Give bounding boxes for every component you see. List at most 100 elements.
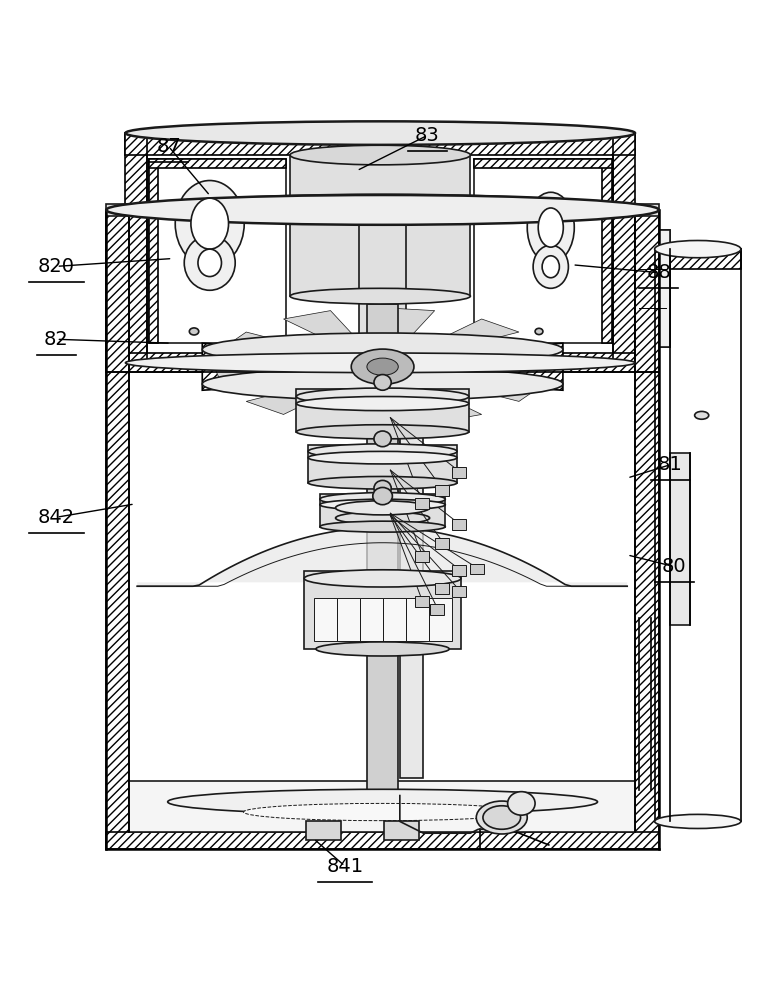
Text: 81: 81 bbox=[658, 455, 683, 474]
Bar bbox=[320, 494, 445, 527]
Bar bbox=[435, 538, 449, 549]
Bar bbox=[602, 159, 612, 343]
Ellipse shape bbox=[476, 801, 527, 834]
Bar bbox=[655, 249, 741, 269]
Ellipse shape bbox=[244, 803, 521, 821]
Bar bbox=[367, 304, 398, 790]
Ellipse shape bbox=[533, 245, 568, 288]
Bar bbox=[435, 485, 449, 496]
Bar bbox=[430, 604, 444, 615]
Ellipse shape bbox=[202, 333, 563, 366]
Ellipse shape bbox=[296, 425, 469, 439]
Ellipse shape bbox=[372, 487, 392, 505]
Bar bbox=[429, 598, 452, 641]
Bar bbox=[106, 204, 141, 216]
Bar bbox=[452, 467, 466, 478]
Polygon shape bbox=[435, 348, 551, 367]
Bar bbox=[304, 571, 461, 649]
Ellipse shape bbox=[542, 256, 559, 278]
Bar bbox=[474, 159, 612, 343]
Ellipse shape bbox=[320, 493, 445, 506]
Bar bbox=[635, 210, 659, 372]
Polygon shape bbox=[331, 385, 383, 426]
Text: 80: 80 bbox=[662, 557, 687, 576]
Ellipse shape bbox=[308, 444, 457, 459]
Polygon shape bbox=[284, 311, 365, 351]
Bar bbox=[415, 498, 429, 509]
Ellipse shape bbox=[320, 499, 445, 510]
Ellipse shape bbox=[336, 501, 430, 515]
Bar bbox=[106, 210, 129, 372]
Ellipse shape bbox=[107, 195, 659, 225]
Bar bbox=[125, 133, 635, 155]
Polygon shape bbox=[246, 378, 350, 414]
Bar bbox=[296, 389, 469, 432]
Ellipse shape bbox=[655, 814, 741, 828]
Ellipse shape bbox=[374, 480, 391, 496]
Ellipse shape bbox=[374, 375, 391, 390]
Ellipse shape bbox=[168, 789, 597, 814]
Polygon shape bbox=[437, 343, 563, 390]
Ellipse shape bbox=[695, 411, 709, 419]
Ellipse shape bbox=[125, 121, 635, 145]
Text: 842: 842 bbox=[38, 508, 75, 527]
Ellipse shape bbox=[296, 388, 469, 405]
Text: 820: 820 bbox=[38, 257, 75, 276]
Bar bbox=[125, 353, 635, 372]
Bar bbox=[452, 519, 466, 530]
Bar bbox=[125, 133, 147, 363]
Bar bbox=[452, 565, 466, 576]
Bar bbox=[336, 598, 360, 641]
Bar bbox=[149, 159, 158, 343]
Bar bbox=[129, 781, 635, 832]
Ellipse shape bbox=[374, 431, 391, 447]
Polygon shape bbox=[415, 319, 519, 355]
Bar bbox=[314, 598, 337, 641]
Ellipse shape bbox=[316, 642, 449, 656]
Bar bbox=[290, 155, 470, 296]
Bar bbox=[635, 230, 670, 347]
Ellipse shape bbox=[320, 521, 445, 532]
Ellipse shape bbox=[202, 368, 563, 400]
Ellipse shape bbox=[125, 353, 635, 373]
Bar bbox=[383, 598, 406, 641]
Bar bbox=[149, 159, 286, 168]
Bar bbox=[452, 586, 466, 597]
Bar bbox=[435, 583, 449, 594]
Bar bbox=[384, 821, 419, 840]
Bar bbox=[415, 551, 429, 562]
Bar bbox=[306, 821, 341, 840]
Ellipse shape bbox=[351, 349, 414, 384]
Ellipse shape bbox=[296, 397, 469, 411]
Bar bbox=[308, 445, 457, 483]
Ellipse shape bbox=[290, 288, 470, 304]
Ellipse shape bbox=[483, 806, 521, 829]
Ellipse shape bbox=[198, 249, 221, 277]
Ellipse shape bbox=[175, 181, 244, 267]
Bar bbox=[474, 159, 612, 168]
Bar bbox=[400, 402, 423, 778]
Bar bbox=[670, 453, 690, 625]
Ellipse shape bbox=[655, 240, 741, 258]
Ellipse shape bbox=[308, 451, 457, 464]
Ellipse shape bbox=[304, 570, 461, 587]
Polygon shape bbox=[223, 332, 338, 361]
Polygon shape bbox=[214, 367, 330, 385]
Bar bbox=[470, 564, 484, 574]
Bar bbox=[415, 596, 429, 607]
Ellipse shape bbox=[189, 328, 198, 335]
Text: 88: 88 bbox=[646, 263, 671, 282]
Text: 83: 83 bbox=[415, 126, 440, 145]
Ellipse shape bbox=[538, 208, 563, 247]
Bar bbox=[623, 204, 659, 216]
Bar bbox=[360, 598, 383, 641]
Bar bbox=[613, 133, 635, 363]
Bar bbox=[149, 159, 286, 343]
Bar bbox=[405, 598, 429, 641]
Ellipse shape bbox=[336, 512, 430, 524]
Text: 841: 841 bbox=[326, 857, 364, 876]
Polygon shape bbox=[400, 382, 481, 423]
Ellipse shape bbox=[527, 192, 574, 263]
Ellipse shape bbox=[308, 476, 457, 489]
Ellipse shape bbox=[367, 358, 398, 375]
